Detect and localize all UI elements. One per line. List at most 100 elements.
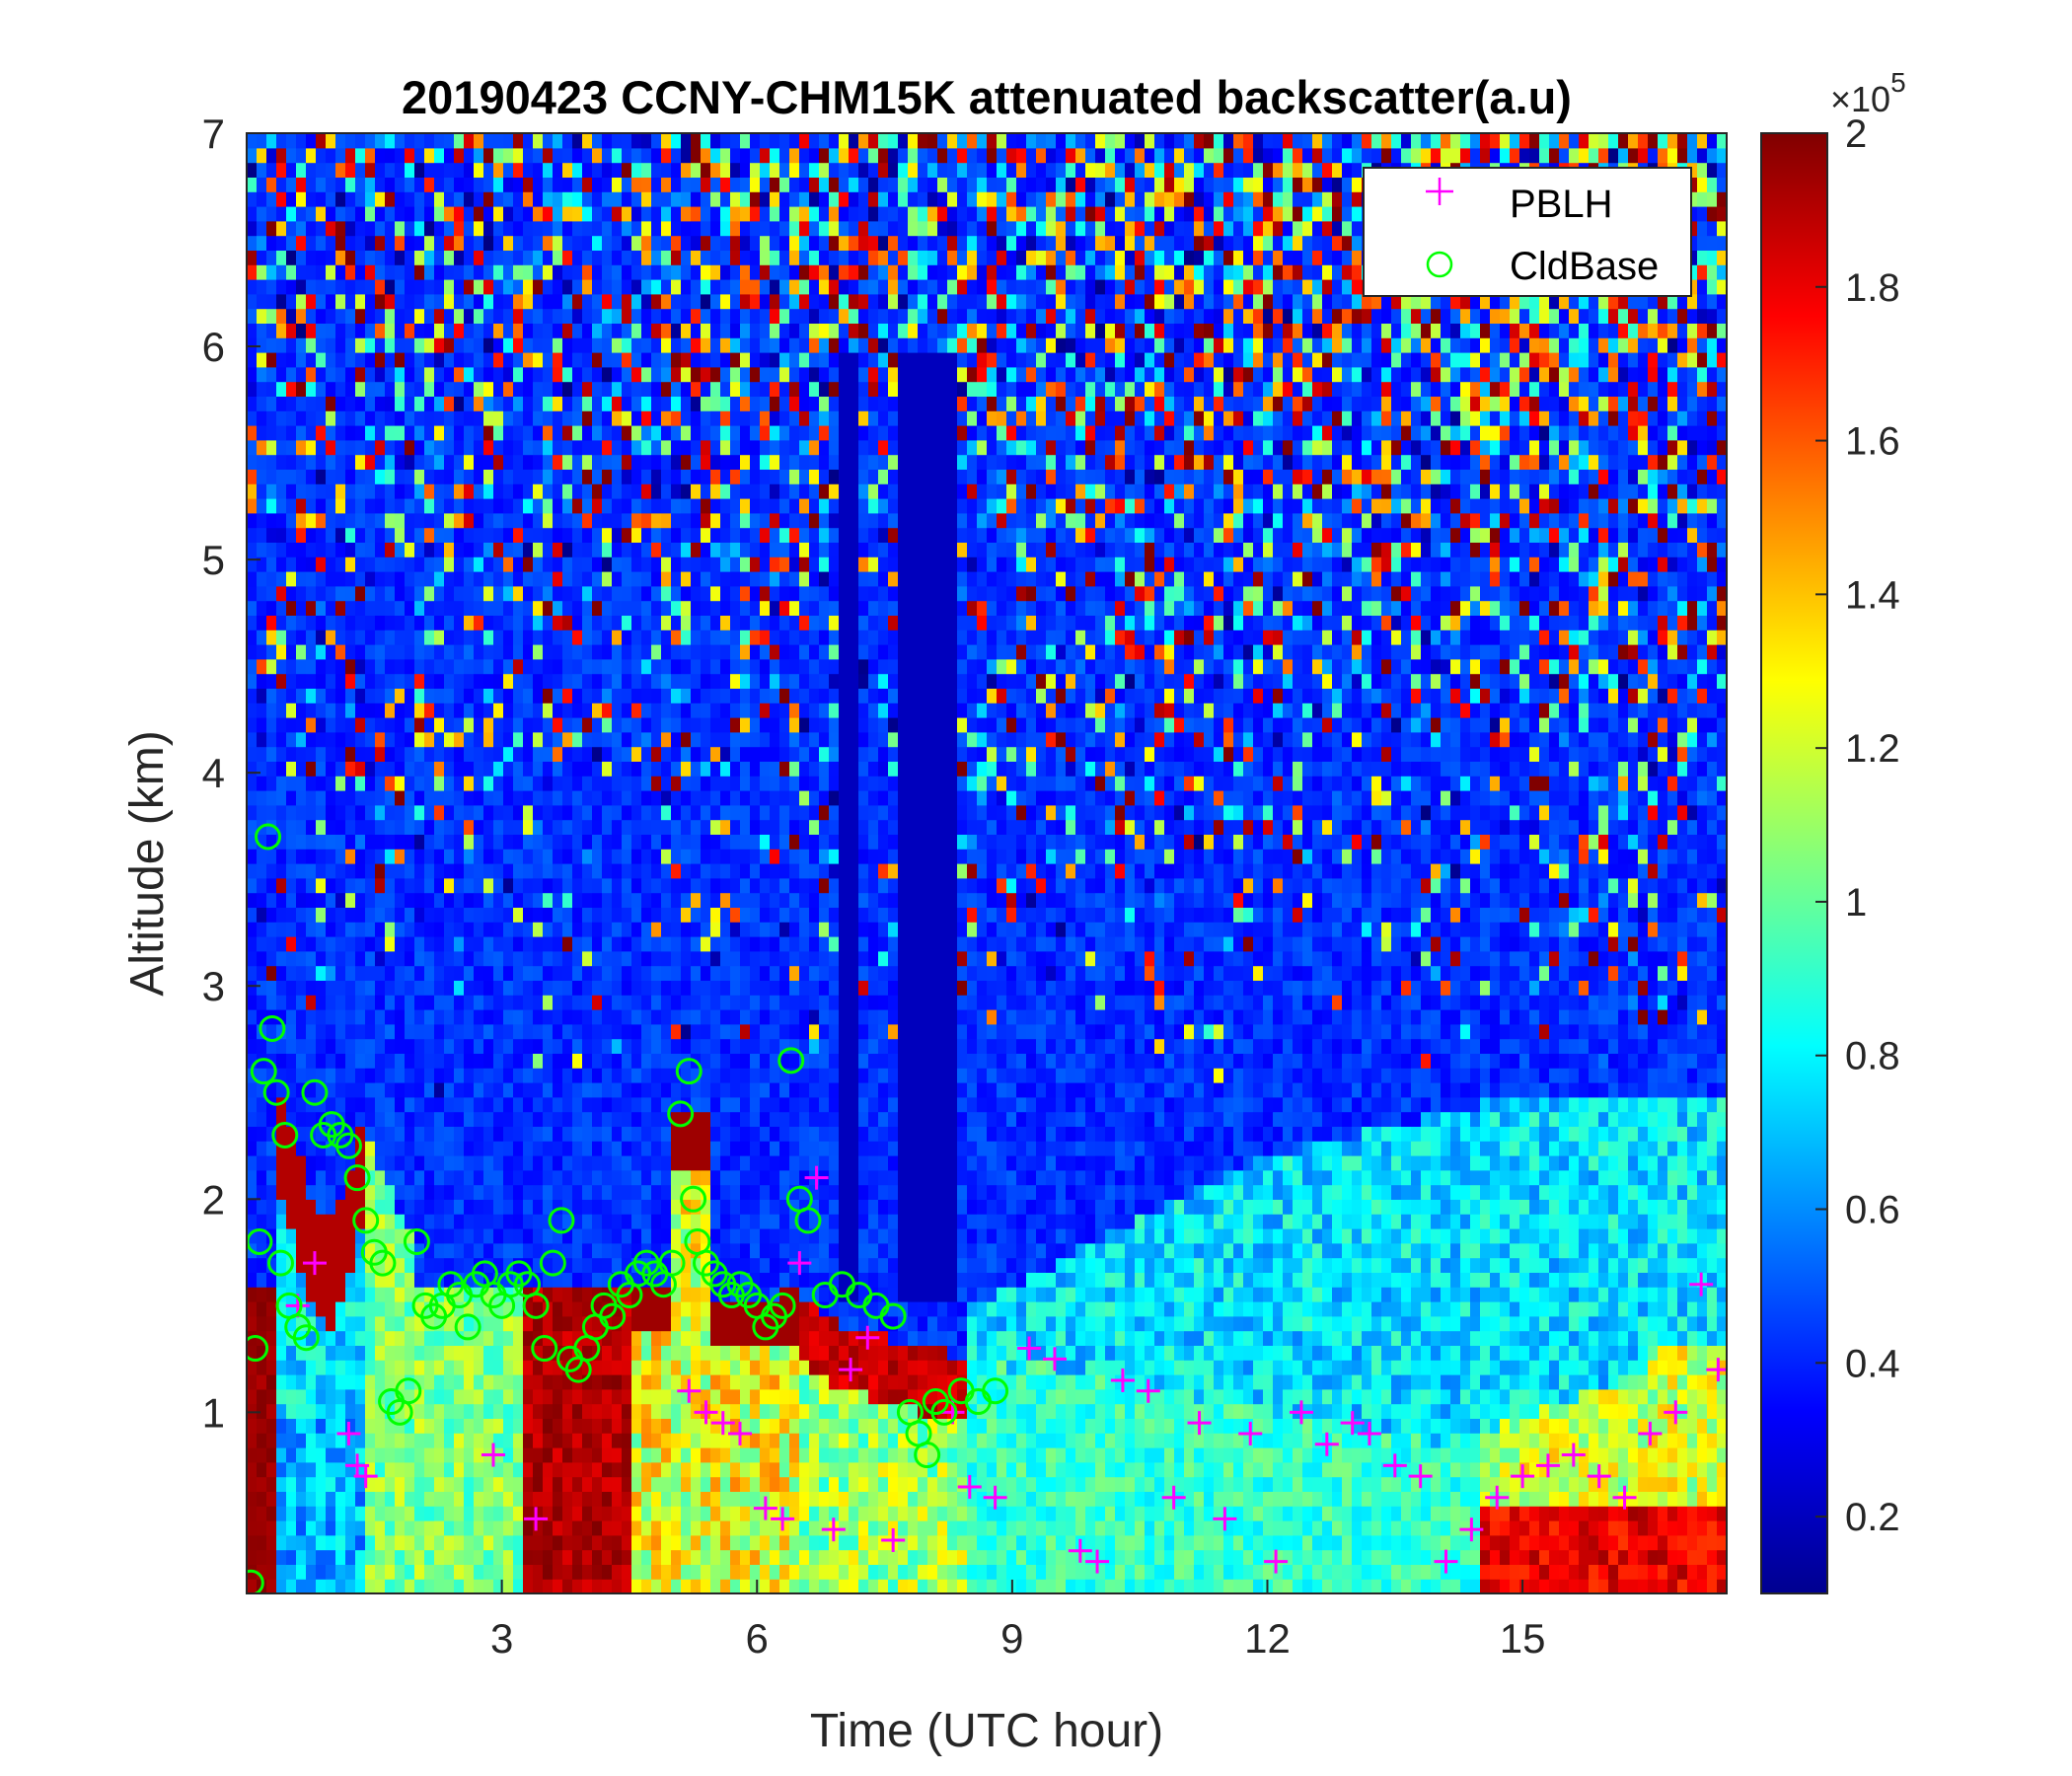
heatmap-cell [710,162,721,178]
heatmap-cell [592,425,603,441]
heatmap-cell [345,819,356,835]
heatmap-cell [335,556,346,572]
heatmap-cell [444,936,455,952]
heatmap-cell [710,1520,721,1536]
heatmap-cell [612,323,623,338]
heatmap-cell [493,615,504,630]
heatmap-cell [355,703,366,718]
heatmap-cell [691,396,702,411]
heatmap-cell [641,1038,652,1054]
heatmap-cell [286,703,297,718]
heatmap-cell [651,600,662,616]
heatmap-cell [612,366,623,383]
heatmap-cell [553,790,563,806]
heatmap-cell [474,877,484,894]
heatmap-cell [434,235,445,251]
heatmap-cell [474,1345,484,1361]
heatmap-cell [424,1433,435,1448]
heatmap-cell [464,1053,475,1069]
heatmap-cell [582,1534,593,1551]
heatmap-cell [306,1579,317,1593]
heatmap-cell [651,147,662,164]
heatmap-cell [533,235,544,251]
heatmap-cell [464,1579,475,1593]
heatmap-cell [464,965,475,981]
heatmap-cell [296,995,307,1010]
heatmap-cell [335,1023,346,1040]
heatmap-cell [414,454,425,470]
heatmap-cell [503,396,514,411]
heatmap-cell [483,1433,494,1448]
heatmap-cell [681,688,692,703]
heatmap-cell [414,498,425,514]
heatmap-cell [513,439,524,456]
heatmap-cell [720,907,731,923]
heatmap-cell [247,410,258,426]
heatmap-cell [257,658,267,675]
heatmap-cell [296,410,307,426]
heatmap-cell [464,703,475,718]
heatmap-cell [543,1388,554,1405]
heatmap-cell [405,162,415,178]
heatmap-cell [345,877,356,894]
heatmap-cell [710,1126,721,1142]
heatmap-cell [405,1009,415,1025]
heatmap-cell [612,892,623,908]
heatmap-cell [553,1184,563,1200]
heatmap-cell [651,1023,662,1040]
heatmap-cell [691,1360,702,1375]
heatmap-cell [553,483,563,499]
heatmap-cell [602,1534,613,1551]
heatmap-cell [513,776,524,791]
heatmap-cell [395,1360,406,1375]
heatmap-cell [335,1257,346,1273]
heatmap-cell [474,454,484,470]
heatmap-cell [582,1549,593,1565]
heatmap-cell [276,1287,287,1302]
heatmap-cell [730,673,741,689]
heatmap-cell [395,1506,406,1521]
heatmap-cell [493,1476,504,1492]
heatmap-cell [523,1009,534,1025]
heatmap-cell [266,323,277,338]
heatmap-cell [671,950,682,967]
heatmap-cell [257,571,267,587]
heatmap-cell [651,293,662,310]
heatmap-cell [622,293,632,310]
heatmap-cell [464,571,475,587]
heatmap-cell [710,220,721,237]
heatmap-cell [326,658,336,675]
heatmap-cell [612,761,623,777]
heatmap-cell [266,512,277,529]
heatmap-cell [464,1038,475,1054]
heatmap-cell [296,1199,307,1215]
heatmap-cell [424,1360,435,1375]
heatmap-cell [602,863,613,879]
heatmap-cell [720,381,731,397]
heatmap-cell [365,658,376,675]
heatmap-cell [345,717,356,733]
heatmap-cell [720,425,731,441]
heatmap-cell [286,512,297,529]
heatmap-cell [622,615,632,630]
heatmap-cell [651,1038,662,1054]
heatmap-cell [257,1403,267,1419]
heatmap-cell [671,1169,682,1186]
heatmap-cell [276,177,287,192]
heatmap-cell [720,1242,731,1259]
heatmap-cell [523,469,534,484]
heatmap-cell [503,965,514,981]
heatmap-cell [572,1141,583,1156]
heatmap-cell [562,1023,573,1040]
heatmap-cell [651,731,662,748]
heatmap-cell [701,352,711,368]
heatmap-cell [454,1111,465,1127]
heatmap-cell [641,1053,652,1069]
heatmap-cell [276,1009,287,1025]
heatmap-cell [493,1579,504,1593]
heatmap-cell [335,396,346,411]
heatmap-cell [474,673,484,689]
heatmap-cell [247,1418,258,1434]
heatmap-cell [434,804,445,821]
heatmap-cell [592,1214,603,1229]
